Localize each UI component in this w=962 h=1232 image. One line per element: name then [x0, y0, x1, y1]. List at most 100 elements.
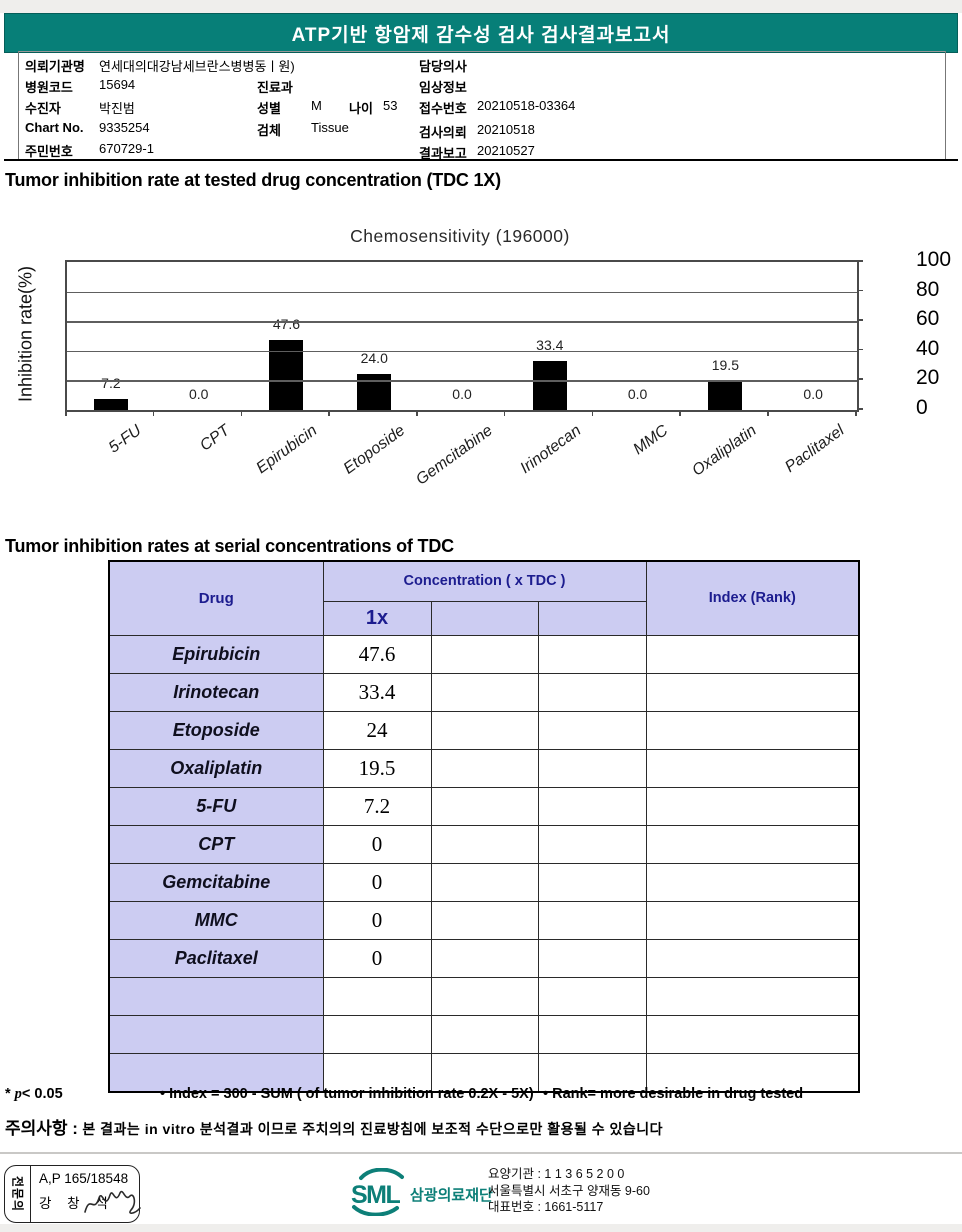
bar-value-label: 47.6	[272, 315, 301, 332]
x-category-label: Paclitaxel	[781, 422, 848, 477]
footnote-rank: • Rank= more desirable in drug tested	[543, 1086, 804, 1102]
x-category-label: CPT	[196, 422, 233, 455]
bar-value-label: 24.0	[360, 350, 388, 367]
gridline	[67, 321, 857, 323]
inhibition-table: Drug Concentration ( x TDC ) Index (Rank…	[108, 560, 861, 1093]
y-tick-mark	[857, 289, 863, 292]
value-1x-cell: 24	[322, 710, 432, 750]
value-empty-cell	[430, 634, 539, 674]
x-category-label: MMC	[630, 422, 672, 459]
y-tick-label: 60	[916, 307, 940, 331]
value-empty-cell	[537, 862, 647, 902]
field-value: 15694	[99, 77, 136, 92]
drug-cell: Gemcitabine	[108, 862, 324, 902]
field-value: M	[311, 98, 322, 113]
field-label: 성별	[257, 101, 281, 116]
field-value: 53	[383, 98, 398, 113]
section-title-chart: Tumor inhibition rate at tested drug con…	[5, 170, 501, 190]
index-cell	[645, 862, 860, 902]
value-empty-cell	[537, 672, 647, 712]
index-cell	[645, 938, 860, 978]
x-tick-mark	[240, 410, 243, 416]
drug-cell: MMC	[108, 900, 324, 940]
report-title: ATP기반 항암제 감수성 검사 검사결과보고서	[291, 24, 671, 46]
field-value: 박진범	[99, 101, 135, 116]
drug-cell	[108, 1052, 324, 1092]
value-1x-cell	[322, 976, 432, 1016]
field-label: 주민번호	[25, 144, 73, 159]
bar-slot: 0.0	[769, 262, 857, 410]
index-cell	[645, 1014, 860, 1054]
x-tick-mark	[767, 410, 769, 416]
value-empty-cell	[430, 710, 539, 750]
table-row: Oxaliplatin 19.5	[108, 748, 860, 788]
index-cell	[645, 710, 860, 750]
x-tick-mark	[591, 410, 594, 416]
plot-area: 7.2 0.0 47.6 24.0 0.0 33.4 0.0 19.5 0.0	[65, 260, 859, 412]
bar-slot: 0.0	[155, 262, 243, 410]
value-empty-cell	[430, 748, 539, 788]
field-label: 검사의뢰	[419, 125, 467, 140]
value-empty-cell	[537, 1014, 647, 1054]
table-row: Etoposide 24	[108, 710, 860, 750]
col-header-concentration: Concentration ( x TDC )	[322, 560, 647, 602]
y-tick-mark	[857, 378, 863, 380]
bar-value-label: 0.0	[803, 386, 823, 402]
bottom-margin-strip	[0, 1224, 962, 1232]
gridline	[67, 291, 857, 294]
gridline	[67, 380, 857, 382]
bar-5-FU	[93, 399, 128, 410]
footnote-index: • Index = 300 - SUM ( of tumor inhibitio…	[160, 1086, 534, 1102]
field-label: 담당의사	[419, 59, 467, 74]
value-empty-cell	[430, 824, 539, 864]
bar-value-label: 33.4	[536, 336, 564, 353]
table-row: Gemcitabine 0	[108, 862, 860, 902]
value-1x-cell: 0	[322, 862, 432, 902]
value-empty-cell	[537, 634, 647, 674]
bar-value-label: 0.0	[452, 386, 472, 402]
field-value: 20210527	[477, 143, 535, 158]
specialist-stamp: 전문의 A,P 165/18548 강 창 석	[4, 1165, 141, 1223]
divider	[4, 159, 958, 161]
index-cell	[645, 900, 860, 940]
footnote-pvalue: * p< 0.05	[5, 1086, 63, 1102]
bar-slot: 33.4	[506, 262, 594, 410]
field-label: 임상정보	[419, 80, 467, 95]
value-empty-cell	[537, 976, 647, 1016]
table-row: Paclitaxel 0	[108, 938, 860, 978]
x-category-label: 5-FU	[106, 422, 145, 457]
caution-label: 주의사항 :	[5, 1119, 78, 1138]
value-1x-cell: 0	[322, 900, 432, 940]
y-tick-mark	[857, 319, 863, 321]
x-tick-mark	[65, 410, 67, 416]
drug-cell: Oxaliplatin	[108, 748, 324, 788]
stamp-content: A,P 165/18548 강 창 석	[31, 1166, 141, 1222]
footer-info-line: 대표번호 : 1661-5117	[488, 1200, 604, 1214]
col-header-blank	[430, 600, 539, 636]
gridline	[67, 350, 857, 353]
bar-slot: 47.6	[243, 262, 331, 410]
index-cell	[645, 824, 860, 864]
drug-cell: Irinotecan	[108, 672, 324, 712]
value-1x-cell: 0	[322, 938, 432, 978]
signature-icon	[84, 1190, 141, 1214]
value-empty-cell	[537, 710, 647, 750]
table-row: Epirubicin 47.6	[108, 634, 860, 674]
table-row	[108, 976, 860, 1016]
value-1x-cell: 33.4	[322, 672, 432, 712]
table-row: Irinotecan 33.4	[108, 672, 860, 712]
y-tick-mark	[857, 348, 863, 351]
top-margin-strip	[0, 0, 962, 13]
col-header-1x: 1x	[322, 600, 432, 636]
x-category-label: Etoposide	[340, 422, 409, 478]
bar-slot: 24.0	[330, 262, 418, 410]
index-cell	[645, 672, 860, 712]
x-tick-mark	[679, 410, 681, 416]
value-1x-cell	[322, 1052, 432, 1092]
value-empty-cell	[537, 748, 647, 788]
bar-Irinotecan	[532, 360, 567, 410]
index-cell	[645, 634, 860, 674]
index-cell	[645, 786, 860, 826]
sml-logo-icon: SML	[351, 1168, 404, 1216]
y-tick-label: 100	[916, 248, 952, 271]
